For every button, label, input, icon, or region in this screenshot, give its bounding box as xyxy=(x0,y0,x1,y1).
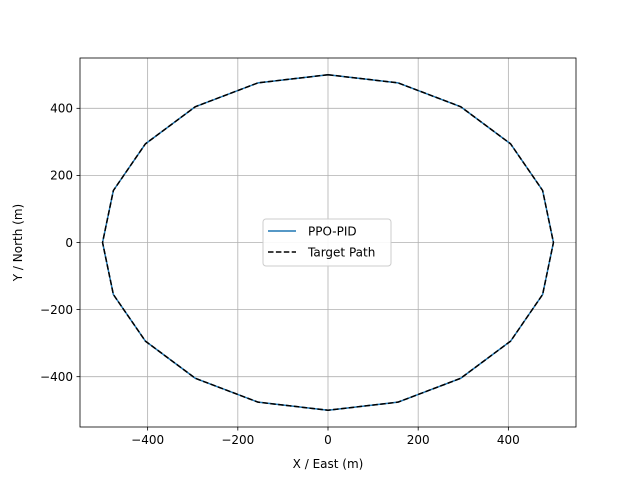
x-tick-label: −200 xyxy=(221,433,254,447)
x-axis: −400 −200 0 200 400 xyxy=(131,427,520,447)
series-layer xyxy=(101,74,555,411)
y-tick-label: −200 xyxy=(40,303,73,317)
series-line-target-path xyxy=(101,74,555,411)
legend: PPO-PID Target Path xyxy=(262,218,392,267)
y-tick-label: 0 xyxy=(65,236,73,250)
y-axis-label: Y / North (m) xyxy=(11,204,25,282)
x-tick-label: 400 xyxy=(497,433,520,447)
x-tick-label: 200 xyxy=(407,433,430,447)
x-tick-label: 0 xyxy=(324,433,332,447)
y-tick-label: 400 xyxy=(50,102,73,116)
x-axis-label: X / East (m) xyxy=(293,457,364,471)
y-tick-label: 200 xyxy=(50,169,73,183)
legend-label-target-path: Target Path xyxy=(307,246,375,260)
y-tick-label: −400 xyxy=(40,370,73,384)
legend-label-ppo-pid: PPO-PID xyxy=(308,225,357,239)
y-axis: −400 −200 0 200 400 xyxy=(40,102,80,384)
x-tick-label: −400 xyxy=(131,433,164,447)
